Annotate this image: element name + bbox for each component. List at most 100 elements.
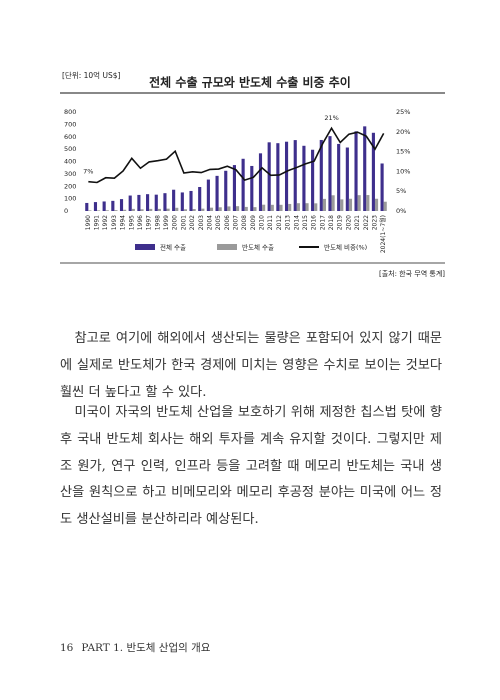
legend-label: 반도체 수출 — [242, 243, 274, 252]
x-tick-label: 2012 — [276, 215, 283, 230]
bar — [146, 194, 150, 211]
bar — [88, 210, 92, 211]
bar — [279, 204, 283, 211]
annotation: 7% — [83, 168, 93, 176]
x-tick-label: 1992 — [102, 215, 109, 230]
legend-swatch — [135, 244, 155, 250]
y2-tick-label: 25% — [396, 108, 410, 116]
x-tick-label: 2001 — [180, 215, 187, 230]
bar — [97, 210, 101, 211]
bar — [215, 175, 219, 211]
bar — [305, 203, 309, 211]
y-tick-label: 500 — [64, 145, 76, 153]
page-number: 16 — [60, 642, 74, 654]
x-tick-label: 2024(1~7월) — [379, 215, 387, 253]
bar — [102, 201, 106, 211]
source: [출처: 한국 무역 통계] — [379, 269, 445, 278]
x-tick-label: 2020 — [345, 215, 352, 230]
bar — [340, 199, 344, 211]
bar — [131, 208, 135, 211]
x-tick-label: 2021 — [354, 215, 361, 230]
x-tick-label: 2014 — [293, 215, 300, 230]
bar — [198, 186, 202, 211]
bar — [311, 149, 315, 211]
bar — [157, 208, 161, 211]
bar — [337, 143, 341, 211]
chart-title: 전체 수출 규모와 반도체 수출 비중 추이 — [149, 75, 351, 90]
bar — [284, 141, 289, 211]
bar — [363, 126, 367, 211]
x-tick-label: 2009 — [250, 215, 257, 230]
y-tick-label: 800 — [64, 108, 76, 116]
bar — [262, 204, 266, 211]
bar — [296, 203, 300, 211]
bar — [140, 209, 144, 211]
bar — [345, 147, 349, 211]
x-tick-label: 2010 — [259, 215, 266, 230]
bar — [258, 153, 263, 211]
bar — [189, 190, 193, 211]
bar — [128, 195, 132, 211]
chart: [단위: 10억 US$] 전체 수출 규모와 반도체 수출 비중 추이 [출처… — [60, 70, 445, 278]
bar — [119, 199, 124, 211]
x-tick-label: 2008 — [241, 215, 248, 230]
legend-swatch — [217, 244, 237, 250]
x-tick-label: 2011 — [267, 215, 274, 230]
x-tick-label: 2019 — [337, 215, 344, 230]
y-tick-label: 700 — [64, 120, 76, 128]
bar — [348, 198, 353, 211]
bar — [357, 195, 361, 211]
bar — [137, 194, 141, 211]
bar — [206, 179, 210, 211]
bar — [172, 189, 176, 211]
x-tick-label: 2000 — [172, 215, 179, 230]
x-tick-label: 2005 — [215, 215, 222, 230]
y2-tick-label: 5% — [396, 187, 406, 195]
y-tick-label: 0 — [64, 207, 68, 215]
bar — [175, 207, 179, 211]
y-tick-label: 300 — [64, 170, 76, 178]
bar — [201, 208, 205, 211]
bar — [180, 192, 184, 211]
bar — [331, 195, 335, 211]
y-tick-label: 100 — [64, 195, 76, 203]
bar — [354, 131, 358, 211]
bar — [218, 207, 222, 211]
bar — [374, 198, 379, 211]
page-footer: 16 PART 1. 반도체 산업의 개요 — [60, 640, 218, 655]
x-tick-label: 1991 — [94, 215, 101, 230]
y2-tick-label: 10% — [396, 167, 410, 175]
bar — [163, 193, 167, 211]
x-tick-label: 2002 — [189, 215, 196, 230]
x-tick-label: 2023 — [371, 215, 378, 230]
y-tick-label: 400 — [64, 158, 76, 166]
bar — [244, 206, 248, 211]
bar — [154, 194, 158, 211]
x-tick-label: 2004 — [206, 215, 213, 230]
x-tick-label: 1995 — [128, 215, 135, 230]
x-tick-label: 1994 — [120, 215, 127, 230]
bar — [209, 207, 214, 211]
x-tick-label: 1998 — [154, 215, 161, 230]
x-tick-label: 2018 — [328, 215, 335, 230]
bar — [253, 207, 257, 211]
bar — [371, 132, 375, 211]
x-tick-label: 1997 — [146, 215, 153, 230]
x-tick-label: 1996 — [137, 215, 144, 230]
bar — [250, 165, 254, 211]
bar — [366, 195, 370, 211]
legend-label: 반도체 비중(%) — [324, 243, 367, 252]
bar — [192, 209, 196, 211]
bar — [224, 170, 228, 211]
bar — [93, 202, 98, 211]
paragraph: 참고로 여기에 해외에서 생산되는 물량은 포함되어 있지 않기 때문에 실제로… — [60, 331, 442, 400]
bar — [241, 158, 245, 211]
bar — [114, 210, 118, 211]
bar — [227, 206, 231, 211]
bar — [293, 140, 297, 211]
x-tick-label: 2003 — [198, 215, 205, 230]
bar — [380, 163, 384, 211]
bar — [105, 210, 109, 211]
y2-tick-label: 20% — [396, 128, 410, 136]
